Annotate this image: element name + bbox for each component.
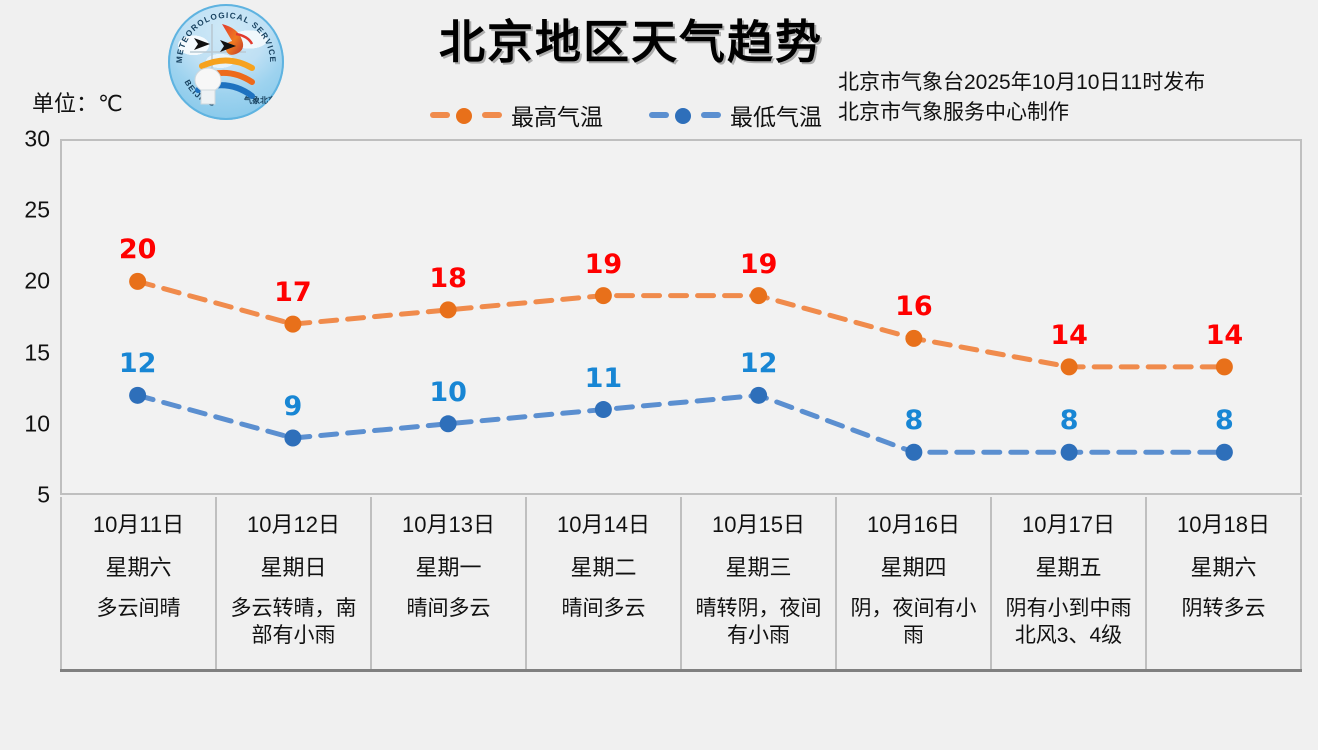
- forecast-date: 10月12日: [247, 512, 340, 537]
- data-point-label: 8: [1214, 405, 1234, 437]
- data-point-label: 8: [1059, 405, 1079, 437]
- forecast-table: 10月11日 星期六 多云间晴 10月12日 星期日 多云转晴，南部有小雨 10月13日 星期…: [60, 497, 1302, 672]
- data-point-label: 8: [904, 405, 924, 437]
- y-axis-tick: 30: [24, 125, 50, 152]
- data-point-label: 19: [584, 248, 623, 280]
- forecast-description: 晴转阴，夜间有小雨: [695, 597, 822, 647]
- forecast-date: 10月17日: [1022, 512, 1115, 537]
- chart-legend: 最高气温 最低气温: [430, 98, 822, 132]
- data-point-label: 16: [895, 291, 933, 323]
- forecast-date: 10月18日: [1177, 512, 1270, 537]
- forecast-description: 多云间晴: [96, 597, 181, 620]
- data-point-label: 10: [429, 376, 467, 408]
- svg-text:METEOROLOGICAL SERVICE: METEOROLOGICAL SERVICE: [175, 11, 277, 64]
- unit-label: 单位：℃: [32, 91, 123, 116]
- legend-marker-high-icon: [430, 106, 502, 124]
- y-axis-tick: 15: [24, 339, 50, 366]
- y-axis-tick: 5: [37, 481, 50, 508]
- forecast-weekday: 星期六: [105, 555, 172, 580]
- forecast-date: 10月13日: [402, 512, 495, 537]
- forecast-column: 10月17日 星期五阴有小到中雨北风3、4级: [992, 497, 1147, 669]
- forecast-description: 阴转多云: [1181, 597, 1266, 620]
- page-title: 北京地区天气趋势: [439, 15, 823, 69]
- forecast-column: 10月13日 星期一晴间多云: [372, 497, 527, 669]
- forecast-date: 10月14日: [557, 512, 650, 537]
- data-point-label: 12: [118, 348, 157, 380]
- forecast-date: 10月11日: [92, 512, 185, 537]
- y-axis-tick: 20: [24, 267, 50, 294]
- forecast-date: 10月15日: [712, 512, 805, 537]
- publisher-text: 北京市气象台2025年10月10日11时发布 北京市气象服务中心制作: [838, 71, 1206, 124]
- y-axis-tick: 10: [24, 410, 50, 437]
- legend-marker-low-icon: [649, 106, 721, 124]
- legend-item-high-temp: 最高气温: [430, 98, 603, 132]
- data-point-label: 11: [584, 362, 623, 394]
- forecast-column: 10月18日 星期六阴转多云: [1147, 497, 1302, 669]
- forecast-weekday: 星期一: [415, 555, 482, 580]
- chart-plot-area: [60, 139, 1302, 495]
- beijing-meteorological-service-logo: METEOROLOGICAL SERVICE BEIJING 气象北京: [168, 4, 284, 120]
- forecast-column: 10月12日 星期日多云转晴，南部有小雨: [217, 497, 372, 669]
- forecast-weekday: 星期三: [725, 555, 792, 580]
- svg-text:气象北京: 气象北京: [243, 95, 276, 105]
- forecast-column: 10月16日 星期四阴，夜间有小雨: [837, 497, 992, 669]
- data-point-label: 19: [739, 248, 778, 280]
- y-axis: 30 25 20 15 10 5: [0, 125, 56, 515]
- y-axis-tick: 25: [24, 196, 50, 223]
- data-point-label: 14: [1050, 319, 1088, 351]
- forecast-column: 10月15日 星期三晴转阴，夜间有小雨: [682, 497, 837, 669]
- legend-label-low: 最低气温: [730, 104, 822, 130]
- data-point-label: 14: [1205, 319, 1244, 351]
- forecast-description: 多云转晴，南部有小雨: [230, 597, 357, 647]
- legend-label-high: 最高气温: [511, 104, 603, 130]
- forecast-column: 10月11日 星期六多云间晴: [60, 497, 217, 669]
- logo-artwork: METEOROLOGICAL SERVICE BEIJING 气象北京: [175, 11, 277, 109]
- data-point-label: 9: [283, 391, 303, 423]
- forecast-date: 10月16日: [867, 512, 960, 537]
- data-point-label: 20: [118, 234, 157, 266]
- forecast-description: 阴，夜间有小雨: [850, 597, 977, 647]
- legend-item-low-temp: 最低气温: [649, 98, 822, 132]
- forecast-description: 阴有小到中雨北风3、4级: [1005, 597, 1132, 647]
- forecast-description: 晴间多云: [561, 597, 646, 620]
- forecast-description: 晴间多云: [406, 597, 491, 620]
- forecast-weekday: 星期六: [1190, 555, 1257, 580]
- forecast-weekday: 星期四: [880, 555, 947, 580]
- forecast-weekday: 星期日: [260, 555, 327, 580]
- data-point-label: 17: [274, 277, 312, 309]
- forecast-weekday: 星期五: [1035, 555, 1102, 580]
- data-point-label: 18: [429, 262, 467, 294]
- data-point-label: 12: [739, 348, 778, 380]
- forecast-column: 10月14日 星期二晴间多云: [527, 497, 682, 669]
- forecast-weekday: 星期二: [570, 555, 637, 580]
